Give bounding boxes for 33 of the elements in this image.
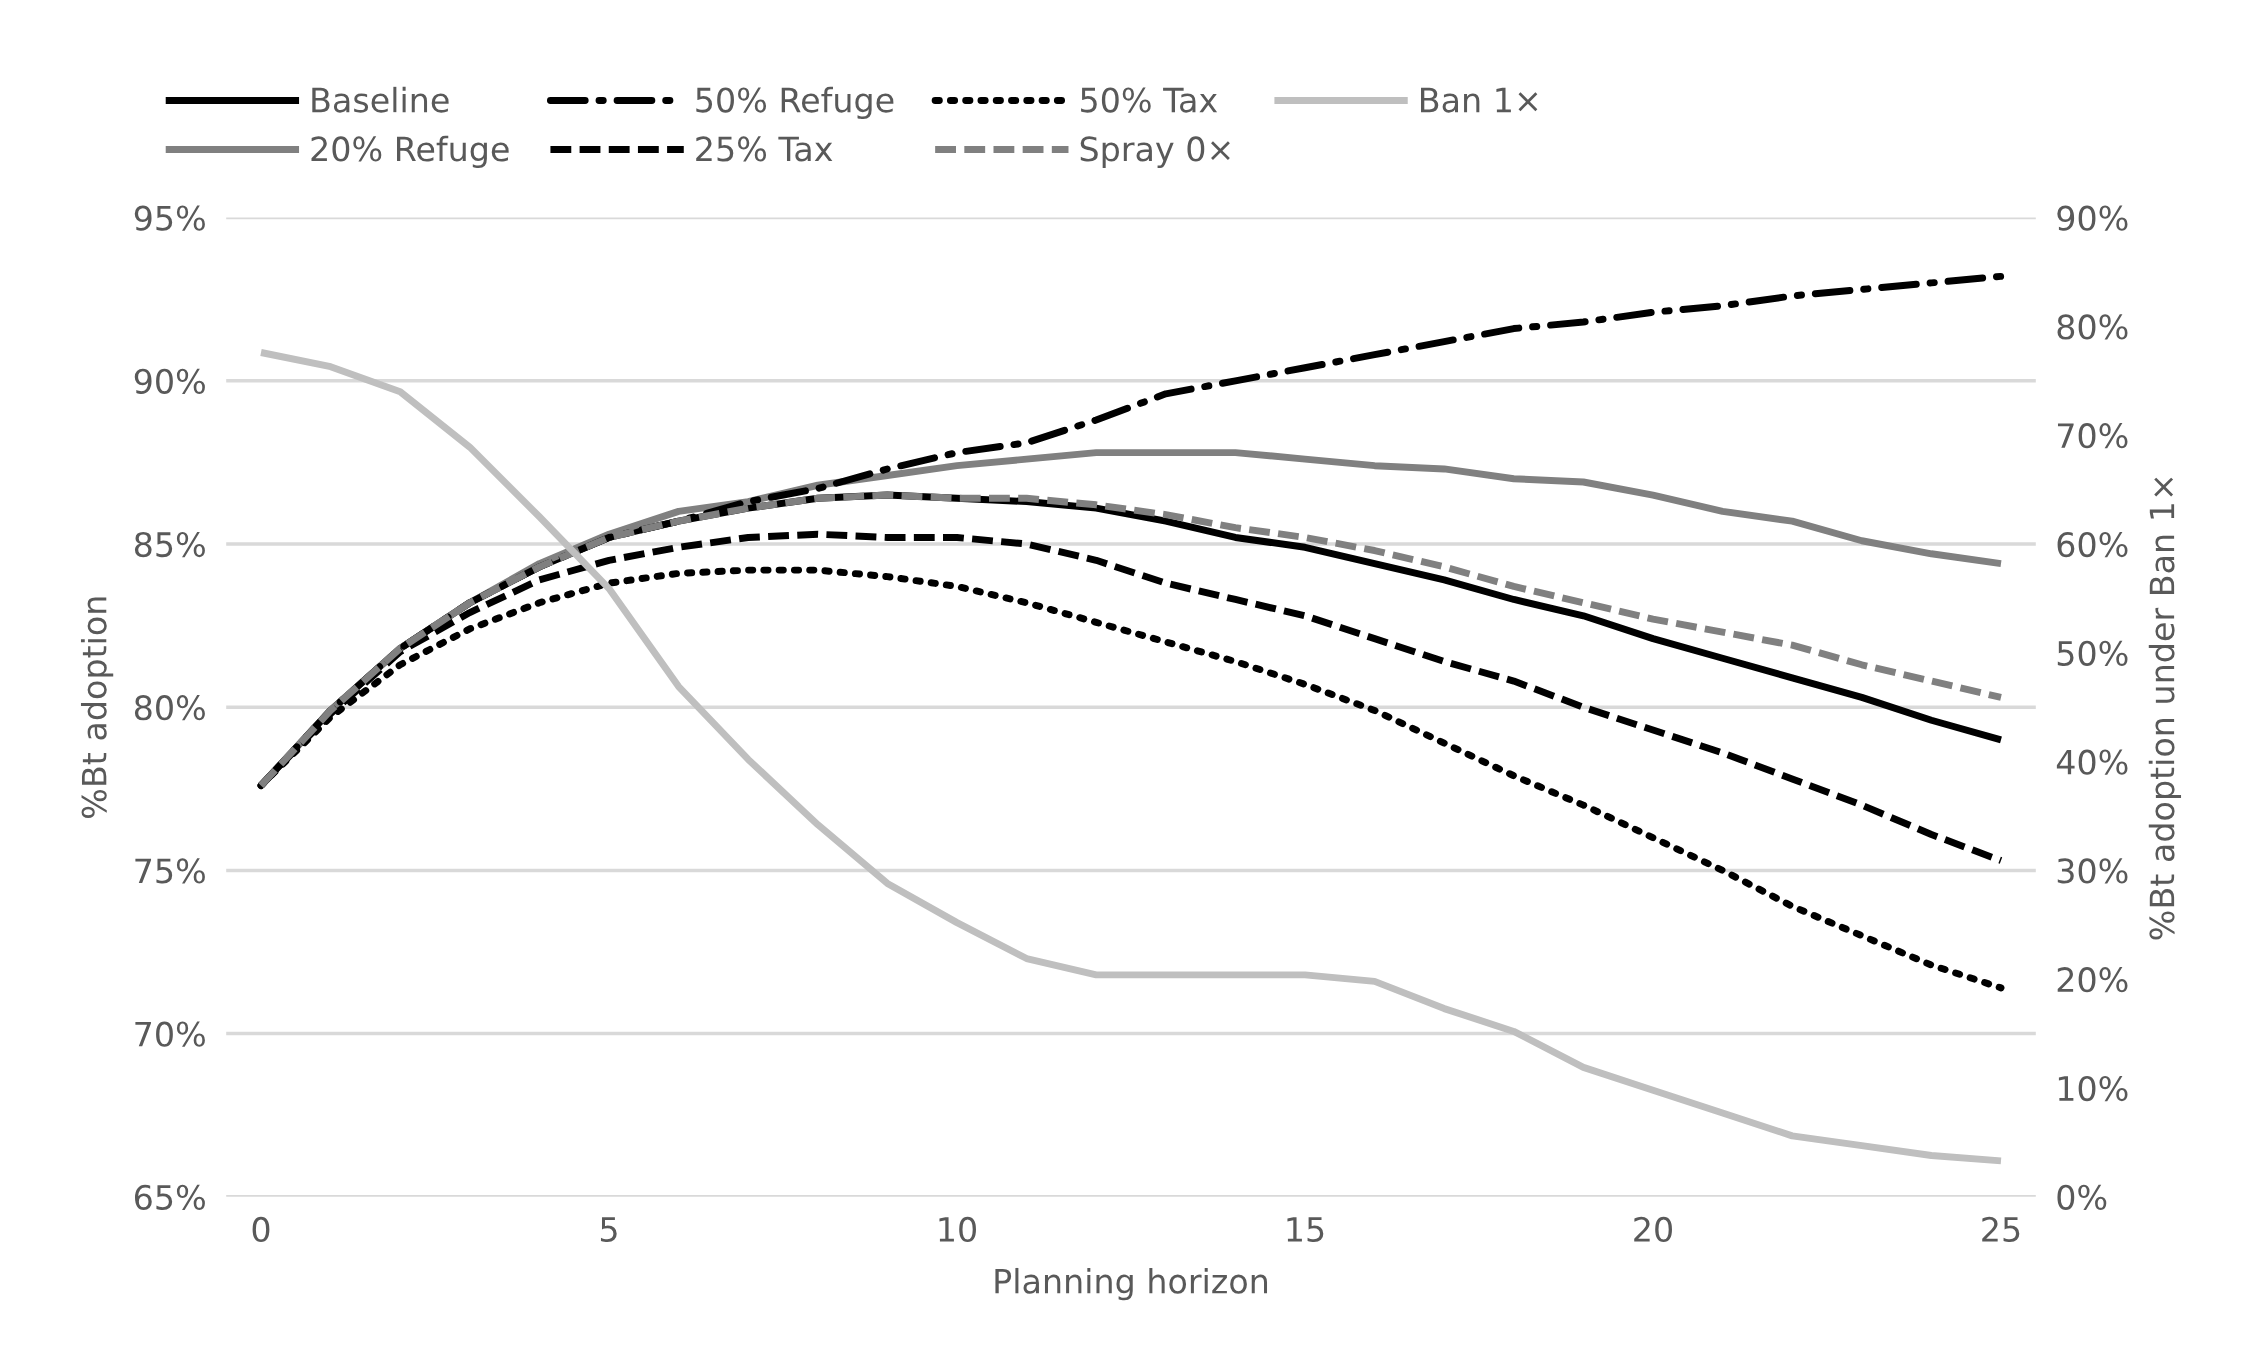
x-tick-label: 5 [600, 1217, 617, 1243]
legend-label: Ban 1× [1421, 87, 1538, 113]
y2-tick-label: 40% [2056, 749, 2128, 775]
y-tick-label: 65% [135, 1184, 205, 1210]
legend-label: Spray 0× [1080, 136, 1230, 169]
y2-tick-label: 30% [2057, 858, 2128, 884]
x-tick-label: 25 [1982, 1216, 2020, 1243]
legend-label: Baseline [312, 86, 449, 113]
y2-tick-label: 70% [2057, 423, 2128, 449]
legend-label: 20% Refuge [311, 135, 509, 169]
x-tick-label: 0 [252, 1216, 270, 1243]
x-tick-label: 10 [939, 1216, 976, 1243]
legend-label: 50% Refuge [696, 86, 894, 120]
y2-tick-label: 0% [2057, 1184, 2107, 1210]
y2-tick-label: 10% [2058, 1075, 2128, 1102]
y2-tick-label: 90% [2057, 205, 2128, 231]
y-tick-label: 95% [134, 205, 205, 231]
x-axis-title: Planning horizon [995, 1267, 1268, 1301]
x-tick-label: 15 [1287, 1217, 1324, 1243]
y-tick-label: 85% [134, 531, 205, 558]
y2-axis-title: %Bt adoption under Ban 1× [2148, 477, 2182, 940]
legend-label: 25% Tax [696, 136, 833, 162]
y-axis-title: %Bt adoption [80, 597, 114, 818]
x-tick-label: 20 [1634, 1216, 1672, 1243]
y2-tick-label: 80% [2057, 314, 2128, 340]
y-tick-label: 75% [135, 858, 205, 884]
y-tick-label: 70% [135, 1021, 205, 1047]
y2-tick-label: 20% [2057, 967, 2128, 993]
y2-tick-label: 50% [2057, 640, 2128, 666]
legend-label: 50% Tax [1081, 87, 1218, 113]
y-tick-label: 90% [134, 368, 205, 394]
y-tick-label: 80% [134, 695, 205, 721]
y2-tick-label: 60% [2057, 531, 2128, 558]
